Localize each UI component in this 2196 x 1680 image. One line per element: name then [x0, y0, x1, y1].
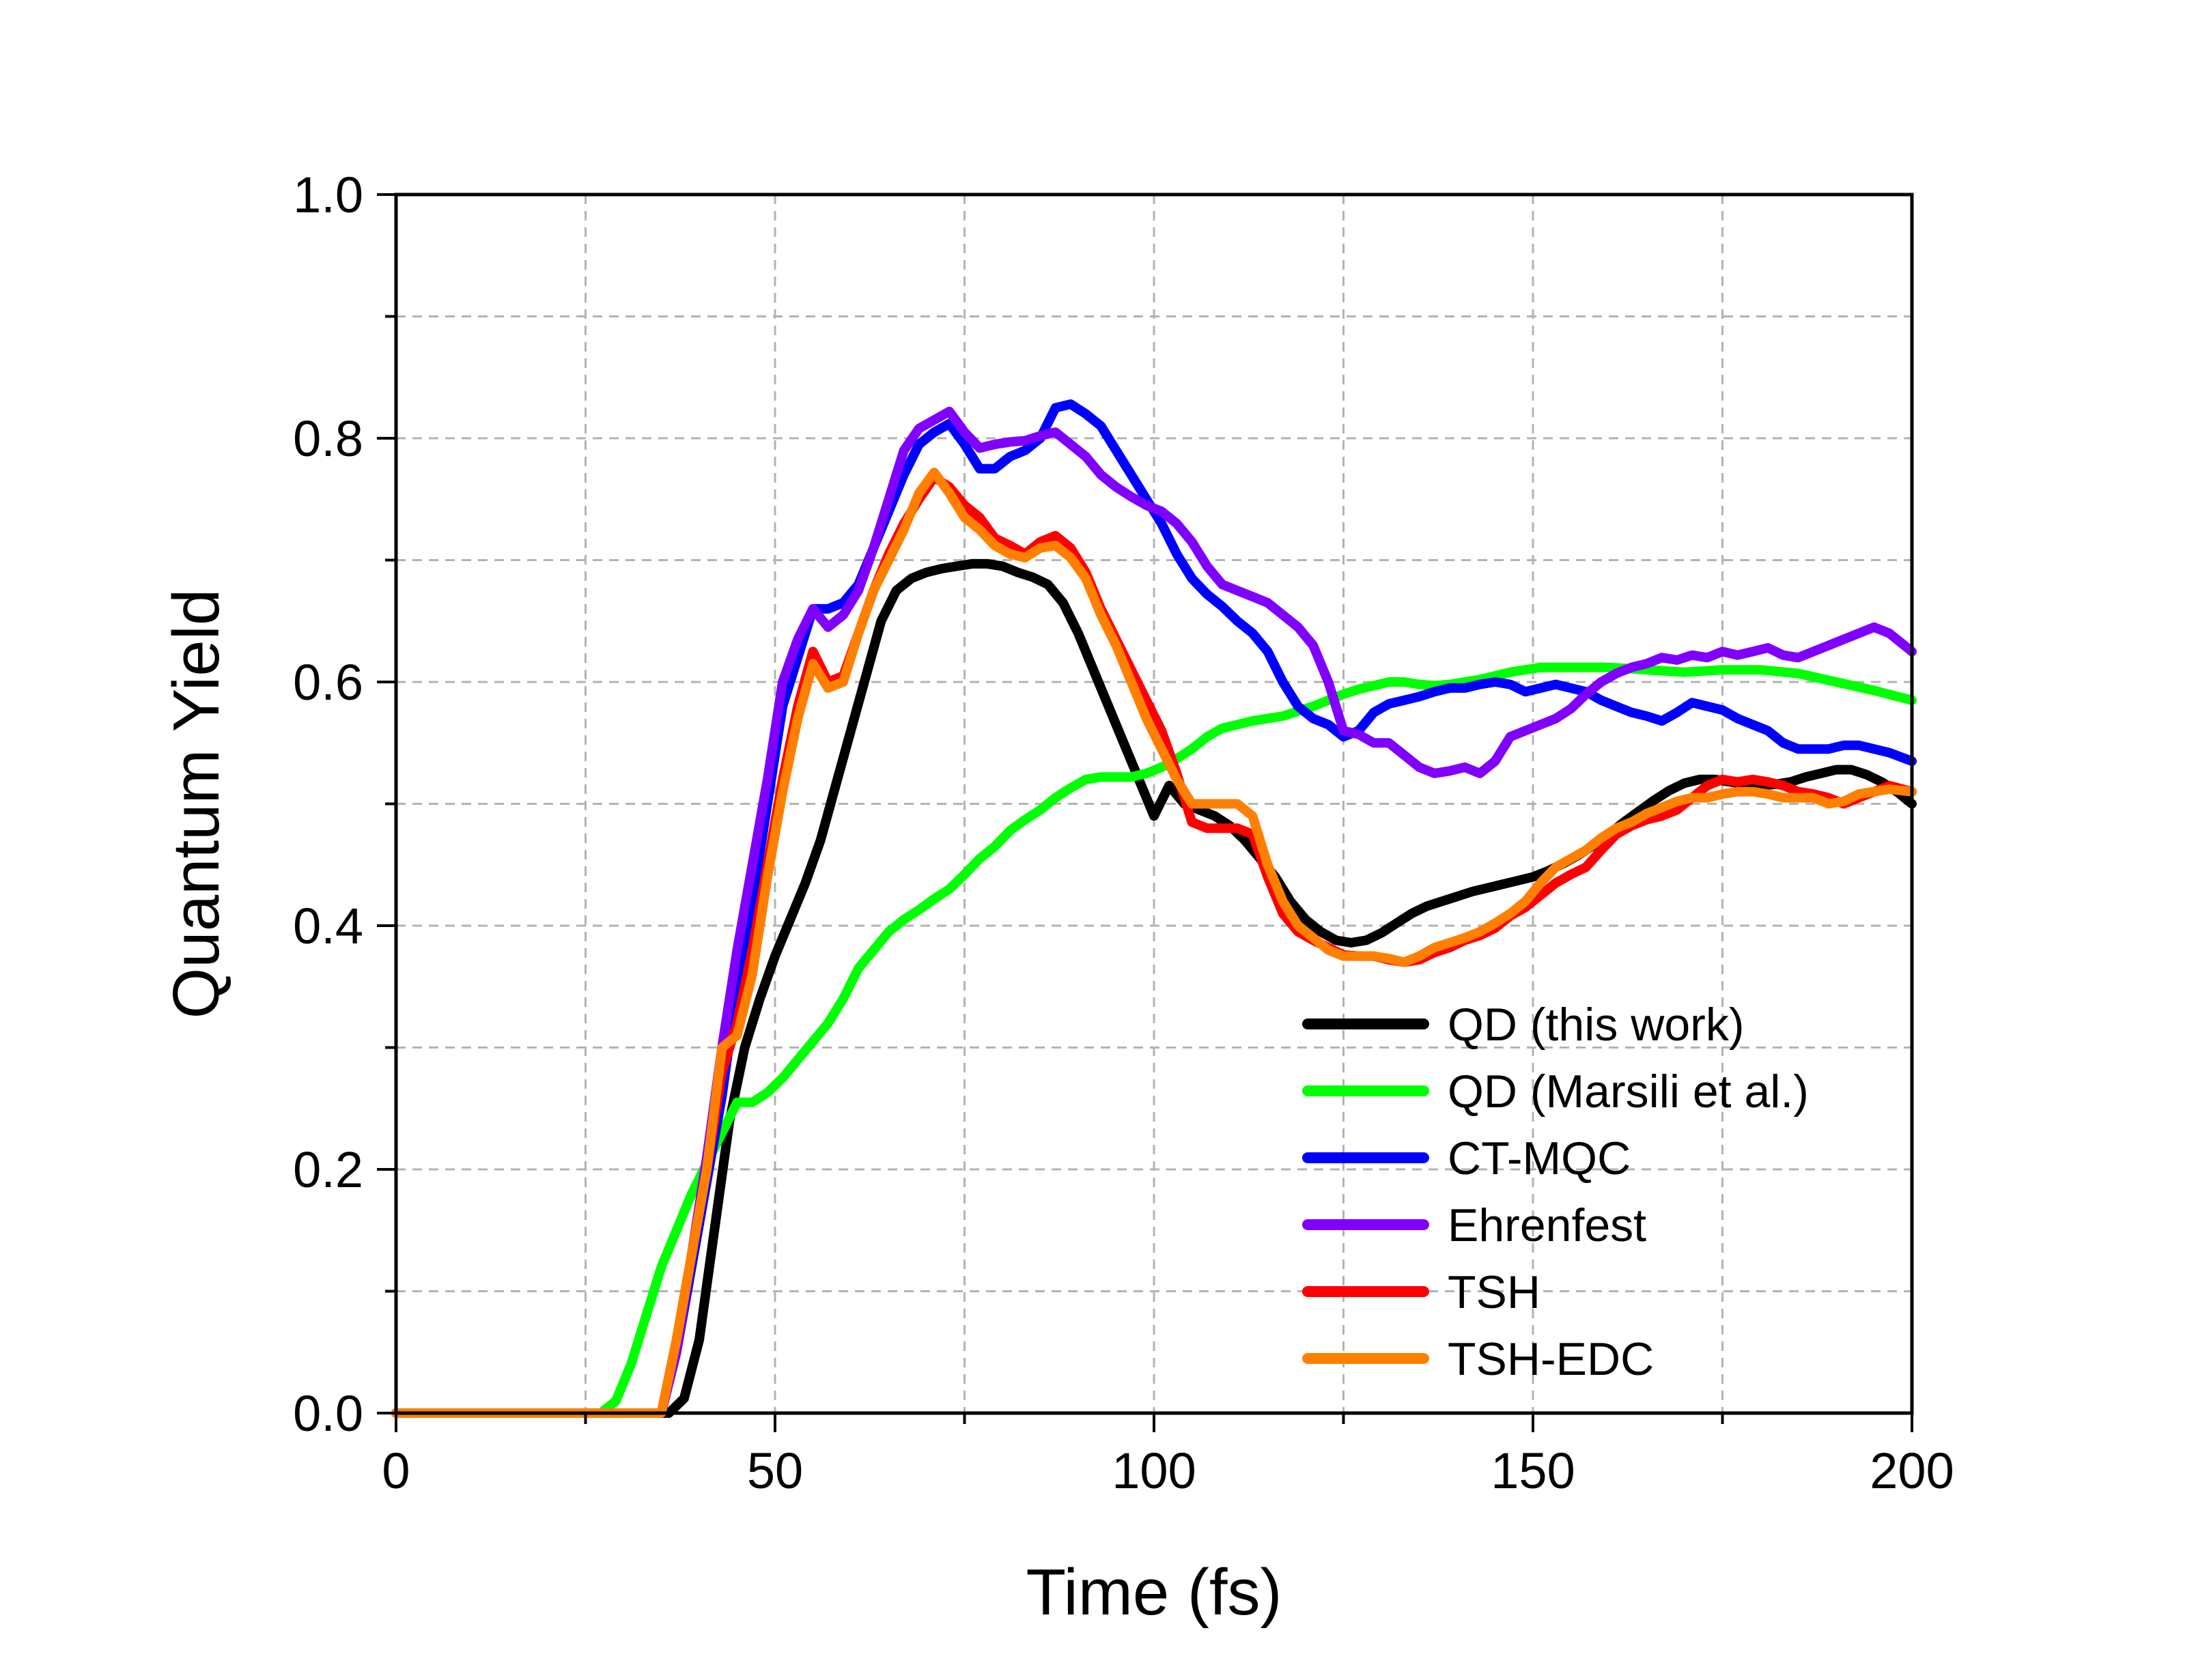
legend: QD (this work) QD (Marsili et al.) CT-MQC E… [1302, 999, 1809, 1385]
series-line-tsh-edc [391, 468, 1917, 1418]
y-tick-label: 0.6 [293, 654, 363, 711]
y-tick-label: 0.0 [293, 1385, 363, 1442]
y-tick-label: 0.2 [293, 1141, 363, 1198]
legend-label-ehrenfest: Ehrenfest [1448, 1199, 1646, 1251]
series-lines [391, 399, 1917, 1418]
legend-label-ct-mqc: CT-MQC [1448, 1133, 1631, 1184]
series-line-qd-marsili-et-al [391, 662, 1917, 1418]
legend-label-tsh: TSH [1448, 1266, 1540, 1318]
tick-labels: 0 50 100 150 200 0.0 0.2 0.4 0.6 0.8 1.0 [293, 167, 1954, 1499]
legend-label-qd-marsili-et-al: QD (Marsili et al.) [1448, 1066, 1809, 1117]
legend-label-tsh-edc: TSH-EDC [1448, 1333, 1654, 1385]
x-tick-label: 0 [382, 1442, 410, 1499]
axis-ticks [377, 193, 1913, 1432]
x-tick-label: 150 [1491, 1442, 1575, 1499]
y-tick-label: 1.0 [293, 167, 363, 223]
y-tick-label: 0.4 [293, 898, 363, 954]
x-axis-title: Time (fs) [1026, 1556, 1282, 1629]
legend-label-qd-this-work: QD (this work) [1448, 999, 1744, 1051]
x-tick-label: 100 [1112, 1442, 1196, 1499]
y-tick-label: 0.8 [293, 410, 363, 467]
x-tick-label: 200 [1870, 1442, 1954, 1499]
y-axis-title: Quantum Yield [160, 589, 233, 1019]
series-line-ehrenfest [391, 406, 1917, 1418]
x-tick-label: 50 [747, 1442, 803, 1499]
